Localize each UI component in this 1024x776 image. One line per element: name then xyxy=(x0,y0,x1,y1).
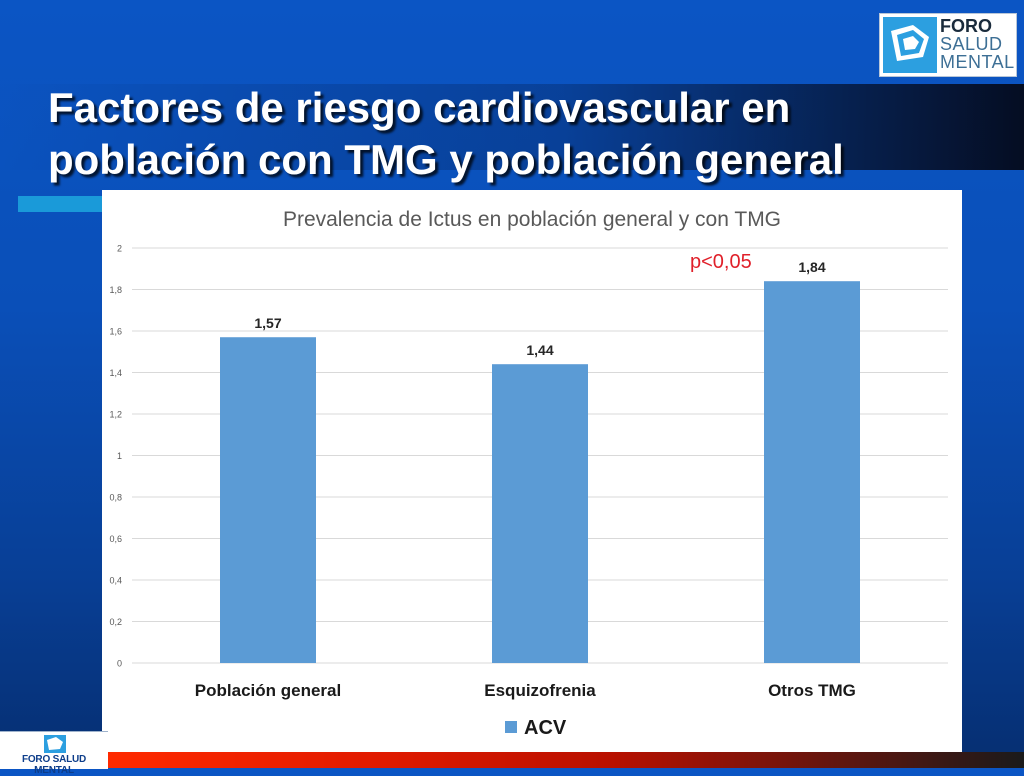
logo-line-3: MENTAL xyxy=(940,52,1015,72)
x-category-label: Otros TMG xyxy=(768,681,856,700)
footer-logo-icon xyxy=(44,735,66,753)
y-tick-label: 1,2 xyxy=(109,410,122,420)
y-tick-label: 2 xyxy=(117,244,122,254)
bar xyxy=(220,337,316,663)
logo-line-2: SALUD xyxy=(940,34,1003,54)
bar xyxy=(492,364,588,663)
y-tick-label: 0,6 xyxy=(109,534,122,544)
slide-title-line-2: población con TMG y población general xyxy=(48,136,844,183)
chart-title: Prevalencia de Ictus en población genera… xyxy=(283,208,781,231)
slide-title-line-1: Factores de riesgo cardiovascular en xyxy=(48,84,791,131)
y-tick-label: 0,8 xyxy=(109,493,122,503)
x-category-label: Esquizofrenia xyxy=(484,681,596,700)
legend-label: ACV xyxy=(524,717,567,739)
bar-chart: Prevalencia de Ictus en población genera… xyxy=(109,208,948,739)
footer-logo-text: FORO SALUD MENTAL xyxy=(21,754,87,776)
slide-title: Factores de riesgo cardiovascular en pob… xyxy=(48,82,948,186)
footer-logo: FORO SALUD MENTAL xyxy=(0,731,108,776)
logo-line-1: FORO xyxy=(940,16,992,36)
y-tick-label: 0 xyxy=(117,659,122,669)
foro-salud-mental-logo: FORO SALUD MENTAL xyxy=(879,13,1017,77)
legend-swatch xyxy=(505,721,517,733)
logo-text: FORO SALUD MENTAL xyxy=(940,17,1015,71)
y-tick-label: 0,2 xyxy=(109,617,122,627)
data-label: 1,57 xyxy=(254,315,281,331)
chart-panel: Prevalencia de Ictus en población genera… xyxy=(102,190,962,753)
logo-emblem-icon xyxy=(883,17,937,73)
data-label: 1,84 xyxy=(798,259,825,275)
y-tick-label: 1,6 xyxy=(109,327,122,337)
y-tick-label: 1,8 xyxy=(109,285,122,295)
title-band xyxy=(0,84,1024,170)
accent-stripe xyxy=(18,196,102,212)
y-tick-label: 1,4 xyxy=(109,368,122,378)
x-category-label: Población general xyxy=(195,681,341,700)
bar xyxy=(764,281,860,663)
y-tick-label: 0,4 xyxy=(109,576,122,586)
significance-annotation: p<0,05 xyxy=(690,251,752,273)
footer-strip xyxy=(108,752,1024,768)
y-tick-label: 1 xyxy=(117,451,122,461)
data-label: 1,44 xyxy=(526,342,553,358)
